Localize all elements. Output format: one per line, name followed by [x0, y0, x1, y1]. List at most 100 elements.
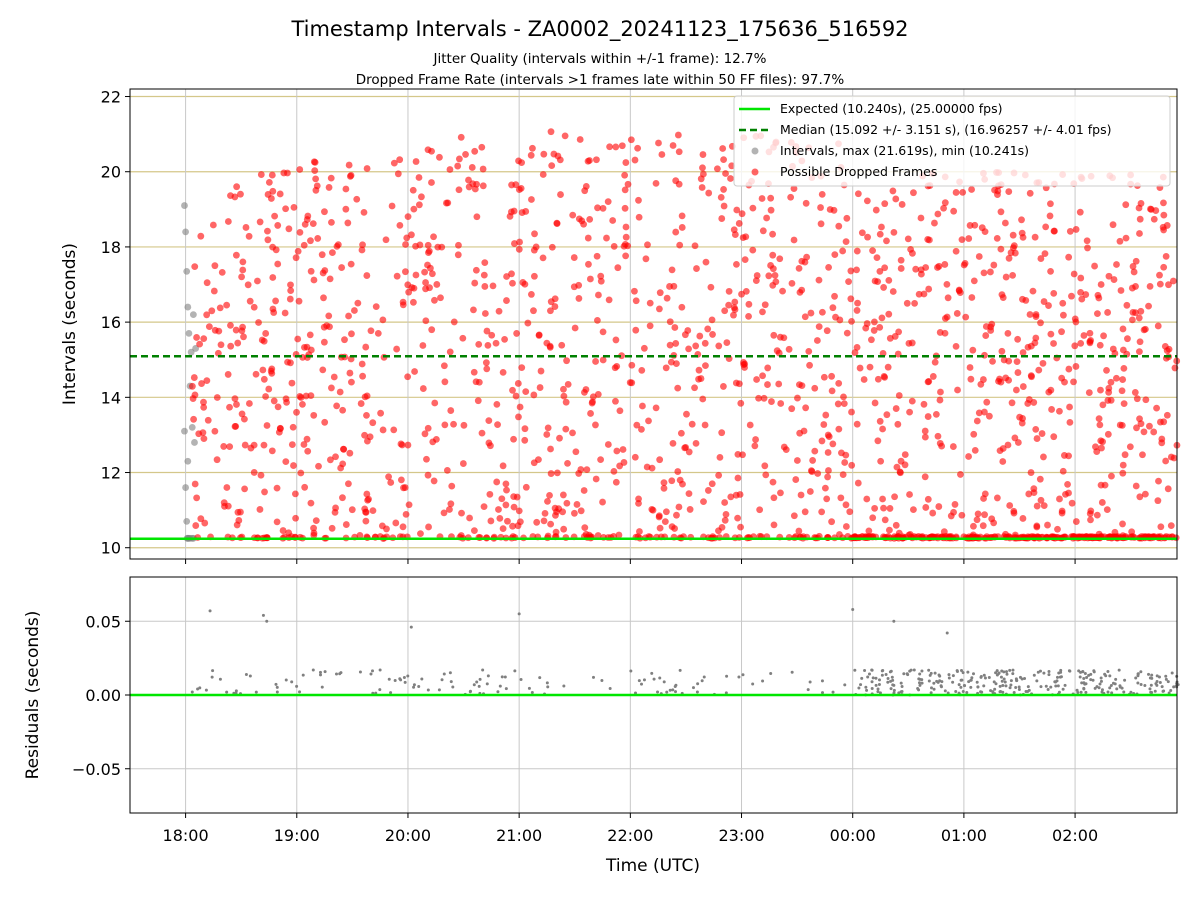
dropped-frame-point: [1137, 307, 1145, 315]
residual-point: [210, 675, 214, 679]
dropped-frame-point: [269, 187, 277, 195]
dropped-frame-point: [431, 296, 438, 304]
dropped-frame-point: [390, 426, 398, 434]
residual-point: [284, 678, 288, 682]
dropped-frame-point: [610, 242, 618, 250]
residual-point: [983, 676, 987, 680]
dropped-frame-point: [573, 501, 581, 508]
dropped-frame-point: [759, 372, 766, 380]
dropped-frame-point: [737, 523, 744, 531]
dropped-frame-point: [415, 201, 423, 209]
dropped-frame-point: [1152, 207, 1160, 214]
chart-subtitle-dropped: Dropped Frame Rate (intervals >1 frames …: [356, 72, 845, 88]
dropped-frame-point: [454, 251, 462, 259]
dropped-frame-point: [822, 411, 830, 419]
residual-point: [1078, 675, 1082, 679]
dropped-frame-point: [831, 292, 838, 300]
dropped-frame-point: [1059, 311, 1067, 319]
dropped-frame-point: [468, 164, 476, 171]
dropped-frame-point: [495, 506, 502, 513]
dropped-frame-point: [211, 262, 219, 270]
dropped-frame-point: [730, 311, 737, 319]
residual-point: [295, 684, 299, 688]
dropped-frame-point: [1077, 274, 1085, 282]
dropped-frame-point: [254, 277, 261, 285]
dropped-frame-point: [351, 307, 358, 314]
dropped-frame-point: [1118, 421, 1126, 429]
dropped-frame-point: [708, 316, 716, 324]
dropped-frame-point: [906, 491, 913, 498]
dropped-frame-point: [310, 411, 318, 419]
dropped-frame-point: [558, 341, 566, 349]
dropped-frame-point: [603, 234, 610, 242]
dropped-frame-point: [470, 527, 478, 534]
dropped-frame-point: [535, 456, 542, 464]
dropped-frame-point: [668, 266, 676, 274]
dropped-frame-point: [955, 287, 963, 295]
dropped-frame-point: [303, 216, 311, 223]
dropped-frame-point: [1037, 255, 1045, 262]
dropped-frame-point: [459, 460, 467, 467]
residual-point: [406, 674, 410, 678]
dropped-frame-point: [1033, 502, 1041, 510]
dropped-frame-point: [400, 484, 407, 492]
dropped-frame-point: [1126, 443, 1134, 451]
dropped-frame-point: [1119, 461, 1127, 469]
dropped-frame-point: [1132, 257, 1140, 265]
dropped-frame-point: [424, 261, 431, 269]
residual-point: [642, 678, 646, 682]
dropped-frame-point: [811, 384, 819, 392]
dropped-frame-point: [488, 331, 496, 339]
dropped-frame-point: [981, 490, 989, 498]
dropped-frame-point: [265, 178, 273, 186]
residual-point: [696, 682, 700, 686]
dropped-frame-point: [672, 340, 680, 347]
dropped-frame-point: [936, 396, 944, 404]
interval-point: [181, 202, 188, 209]
dropped-frame-point: [1086, 329, 1094, 337]
dropped-frame-point: [575, 295, 583, 302]
residual-point: [1093, 686, 1097, 690]
dropped-frame-point: [256, 506, 264, 513]
dropped-frame-point: [1037, 319, 1044, 327]
dropped-frame-point: [362, 517, 370, 525]
dropped-frame-point: [1040, 453, 1047, 461]
dropped-frame-point: [841, 459, 849, 466]
dropped-frame-point: [912, 265, 920, 273]
dropped-frame-point: [858, 229, 866, 237]
dropped-frame-point: [792, 476, 800, 483]
dropped-frame-point: [269, 274, 277, 281]
dropped-frame-point: [999, 458, 1007, 465]
interval-point: [183, 518, 191, 525]
dropped-frame-point: [1136, 230, 1143, 237]
dropped-frame-point: [310, 158, 318, 166]
dropped-frame-point: [717, 194, 725, 201]
dropped-frame-point: [998, 347, 1006, 355]
dropped-frame-point: [966, 364, 974, 371]
dropped-frame-point: [208, 307, 216, 315]
dropped-frame-point: [470, 306, 477, 314]
residual-point: [1083, 671, 1087, 675]
dropped-frame-point: [609, 217, 617, 224]
dropped-frame-point: [674, 384, 682, 392]
residual-point: [806, 688, 810, 692]
dropped-frame-point: [1059, 299, 1067, 307]
dropped-frame-point: [244, 281, 252, 289]
dropped-frame-point: [681, 444, 689, 452]
residual-point: [265, 619, 269, 623]
residuals-xtick-label: 19:00: [274, 826, 320, 845]
dropped-frame-point: [529, 144, 536, 152]
residual-point: [1076, 691, 1080, 695]
dropped-frame-point: [936, 439, 944, 447]
dropped-frame-point: [966, 222, 974, 229]
dropped-frame-point: [610, 467, 618, 475]
dropped-frame-point: [220, 443, 228, 450]
dropped-frame-point: [1110, 276, 1118, 283]
dropped-frame-point: [685, 448, 693, 456]
dropped-frame-point: [871, 277, 879, 285]
dropped-frame-point: [530, 307, 537, 315]
interval-point: [185, 330, 193, 337]
residual-point: [1057, 671, 1061, 675]
dropped-frame-point: [272, 297, 279, 305]
dropped-frame-point: [502, 501, 510, 509]
